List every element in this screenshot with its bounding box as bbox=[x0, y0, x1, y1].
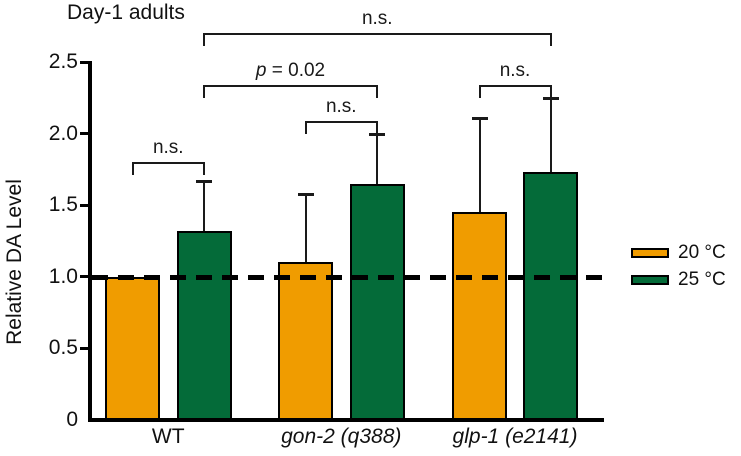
significance-bracket-tick bbox=[549, 33, 552, 47]
y-tick-label: 2.5 bbox=[48, 50, 78, 73]
y-tick-label: 2.0 bbox=[48, 121, 78, 145]
legend-swatch bbox=[631, 275, 669, 285]
y-tick-label: 1.0 bbox=[48, 264, 78, 288]
x-category-label: glp-1 (e2141) bbox=[452, 425, 578, 448]
bar bbox=[176, 230, 232, 420]
y-tick-label: 0 bbox=[66, 408, 78, 431]
bar bbox=[523, 172, 578, 420]
y-tick-label: 1.5 bbox=[48, 193, 78, 217]
bar bbox=[452, 212, 507, 420]
legend-row: 25 °C bbox=[631, 269, 726, 291]
significance-bracket-label: n.s. bbox=[325, 95, 357, 117]
significance-bracket-label: p = 0.02 bbox=[255, 59, 326, 81]
error-bar-line bbox=[304, 193, 307, 263]
significance-bracket-tick bbox=[376, 120, 378, 134]
significance-bracket-tick bbox=[203, 84, 205, 98]
significance-bracket-tick bbox=[203, 33, 205, 47]
significance-bracket-line bbox=[131, 162, 205, 165]
y-tick-label: 0.5 bbox=[48, 336, 78, 360]
x-category-label: gon-2 (q388) bbox=[281, 425, 402, 448]
error-bar-cap bbox=[369, 132, 385, 136]
significance-bracket-label: n.s. bbox=[499, 59, 531, 81]
legend-label: 20 °C bbox=[678, 242, 726, 263]
y-tick bbox=[80, 275, 88, 279]
error-bar-cap bbox=[297, 192, 314, 196]
significance-bracket-tick bbox=[549, 84, 552, 98]
y-tick bbox=[80, 203, 88, 207]
chart-title: Day-1 adults bbox=[67, 1, 185, 24]
bar bbox=[278, 262, 333, 420]
significance-bracket-tick bbox=[203, 162, 205, 176]
legend-row: 20 °C bbox=[631, 242, 726, 264]
error-bar-line bbox=[203, 180, 205, 231]
significance-bracket-tick bbox=[478, 84, 481, 98]
significance-bracket-tick bbox=[304, 120, 307, 134]
x-axis-line bbox=[88, 418, 604, 422]
significance-bracket-label: n.s. bbox=[152, 137, 184, 159]
significance-bracket-line bbox=[304, 120, 378, 123]
error-bar-line bbox=[549, 97, 552, 173]
significance-bracket-label: n.s. bbox=[361, 8, 393, 30]
significance-bracket-line bbox=[203, 33, 552, 36]
significance-bracket-line bbox=[478, 84, 552, 87]
error-bar-cap bbox=[542, 96, 559, 100]
y-tick bbox=[80, 60, 88, 64]
significance-bracket-tick bbox=[131, 162, 134, 176]
error-bar-line bbox=[376, 133, 378, 184]
y-tick bbox=[80, 132, 88, 136]
legend-swatch bbox=[631, 248, 669, 258]
error-bar-cap bbox=[196, 179, 212, 183]
significance-bracket-line bbox=[203, 84, 378, 87]
significance-bracket-tick bbox=[376, 84, 378, 98]
reference-dashed-line bbox=[92, 274, 607, 280]
bar bbox=[105, 276, 160, 420]
legend-label: 25 °C bbox=[678, 269, 726, 290]
legend: 20 °C 25 °C bbox=[631, 242, 726, 296]
error-bar-cap bbox=[471, 116, 488, 120]
error-bar-line bbox=[478, 117, 481, 213]
x-category-label: WT bbox=[151, 425, 185, 448]
y-axis-line bbox=[88, 61, 92, 422]
bar bbox=[349, 183, 405, 420]
y-axis-label: Relative DA Level bbox=[3, 179, 26, 345]
y-tick bbox=[80, 346, 88, 350]
